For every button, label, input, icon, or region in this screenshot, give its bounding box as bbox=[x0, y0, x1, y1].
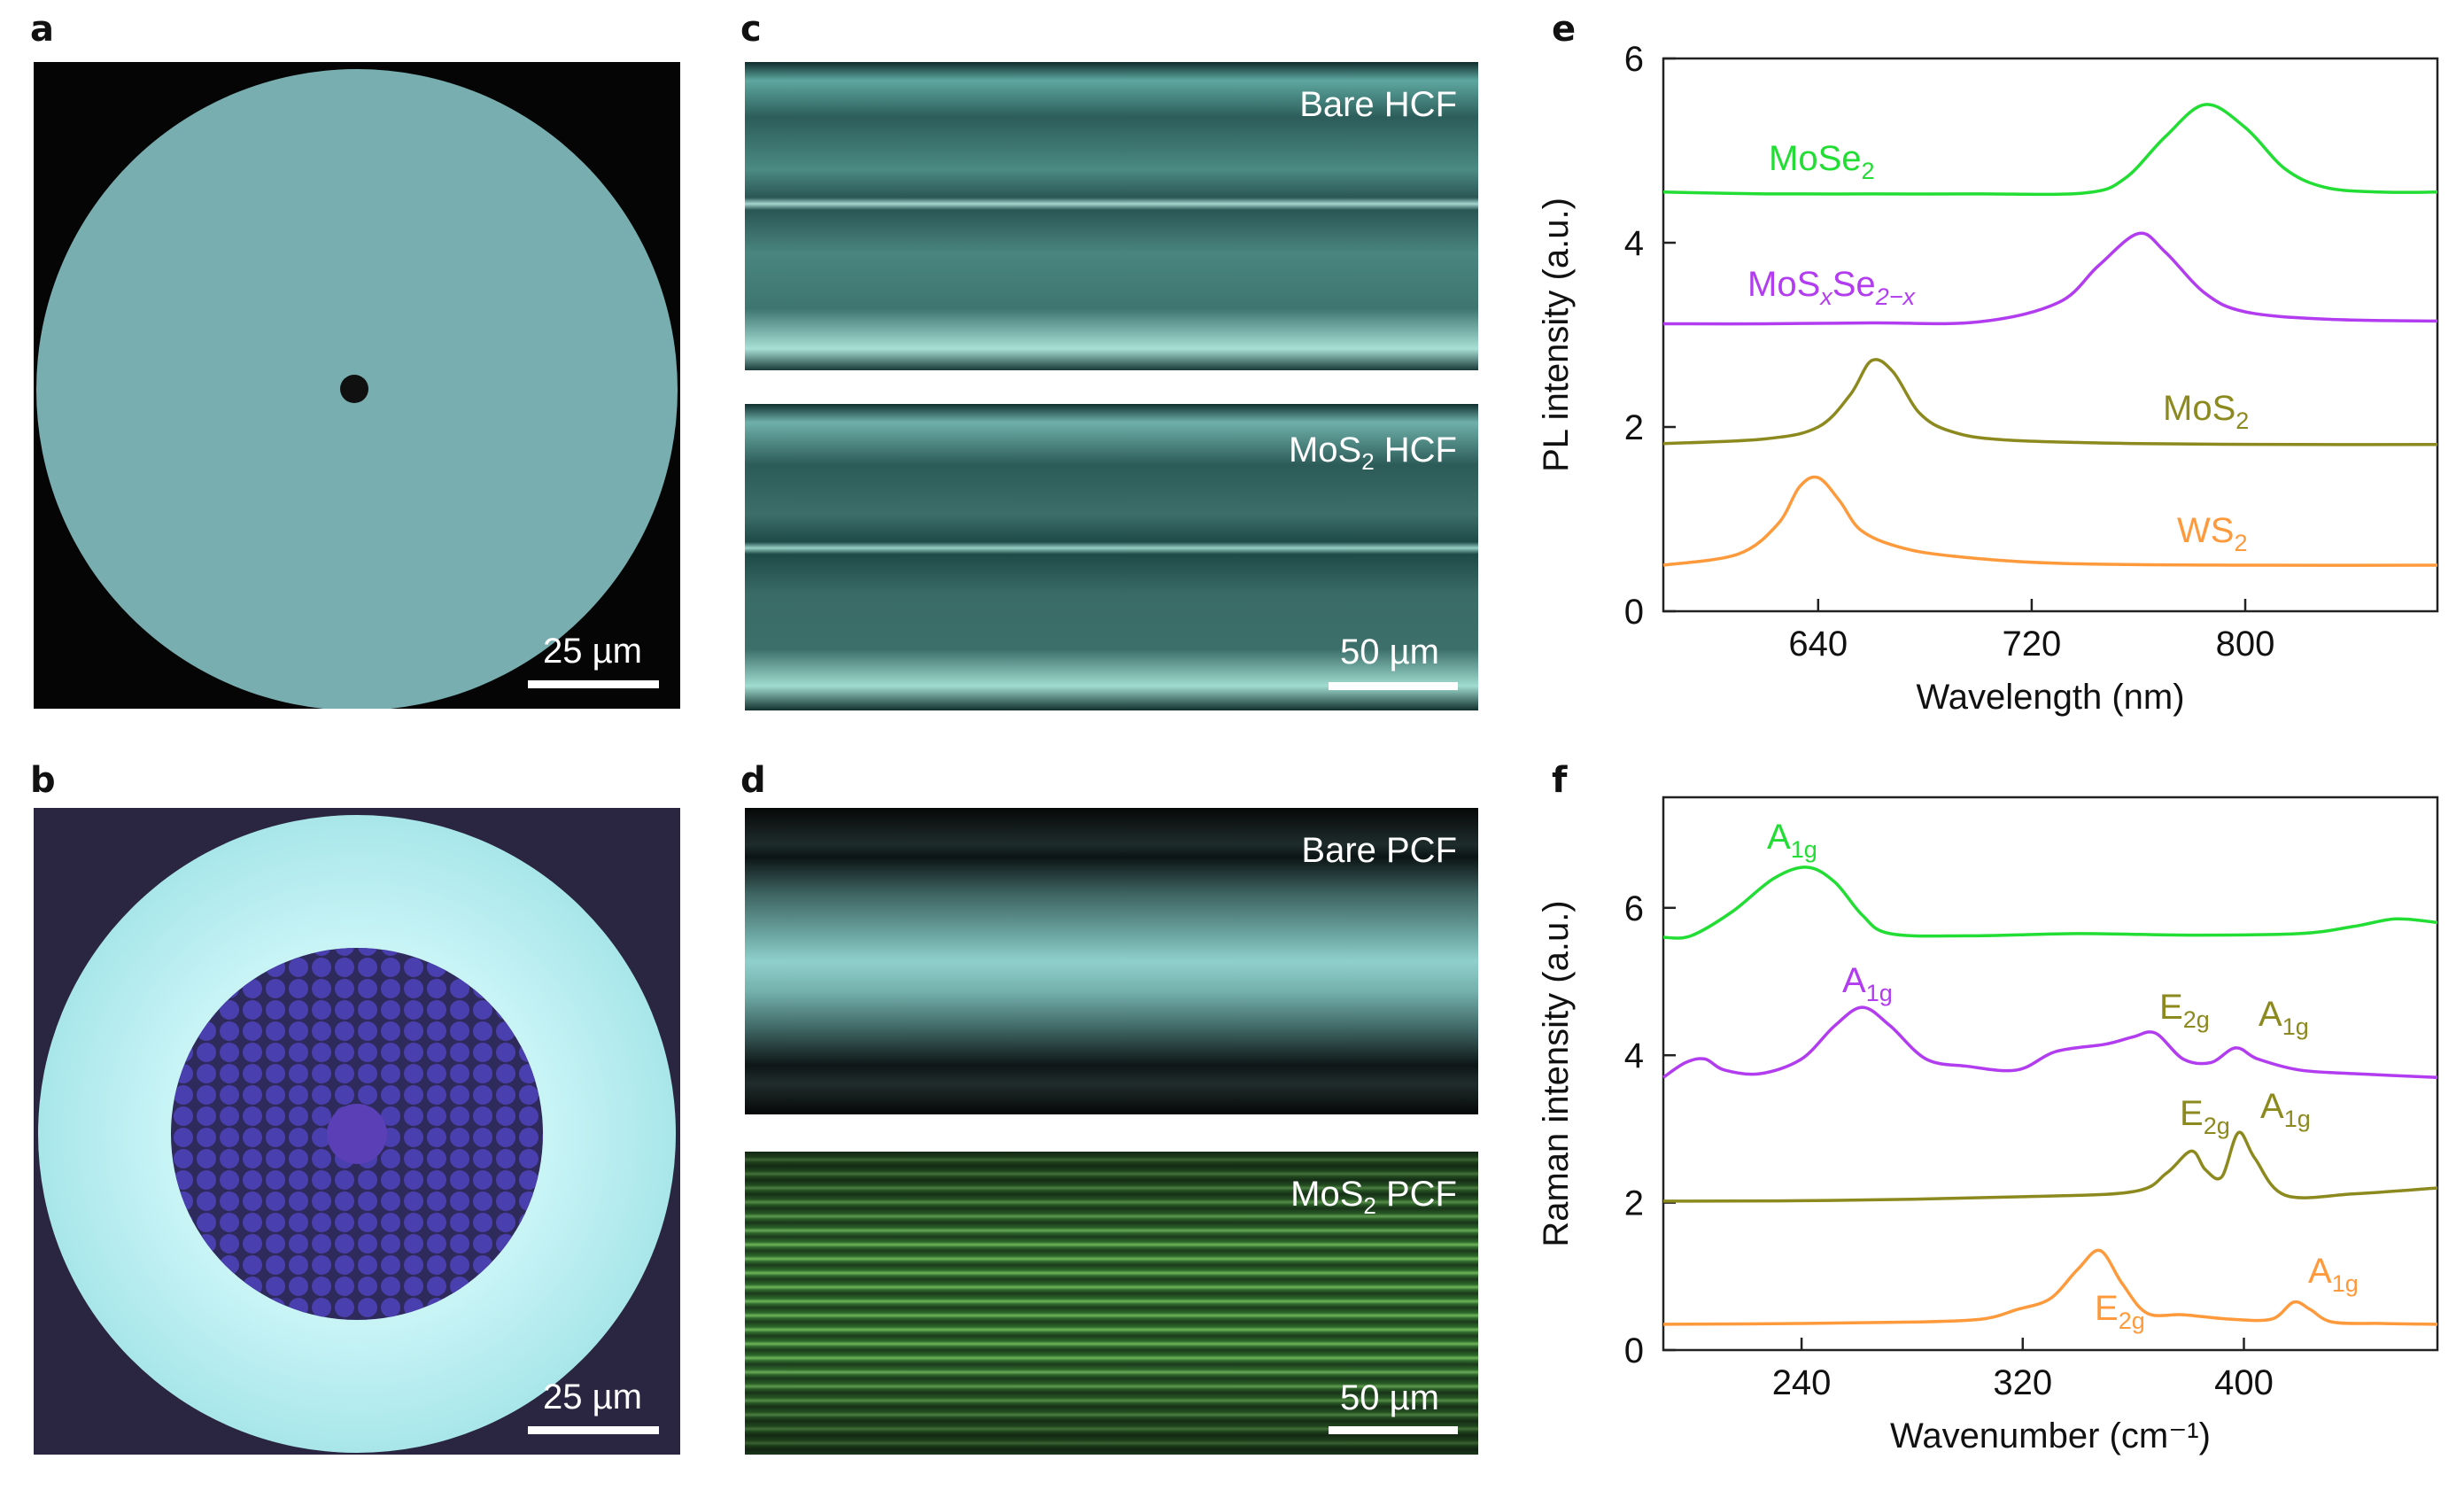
chart-e-xlabel: Wavelength (nm) bbox=[1916, 678, 2184, 717]
chart-e-xtick-label-1: 720 bbox=[2003, 625, 2062, 664]
chart-e-label-mose2-part-1: 2 bbox=[1862, 158, 1875, 184]
chart-e-label-mosxse2x: MoSxSe2−x bbox=[1747, 265, 1916, 310]
micrograph-hcf-cross-section: 25 µm bbox=[34, 62, 680, 709]
scalebar-label-a: 25 µm bbox=[543, 632, 642, 671]
chart-e-label-mos2: MoS2 bbox=[2163, 389, 2249, 434]
chart-e-label-mos2-part-0: MoS bbox=[2163, 389, 2235, 428]
scalebar-label-c: 50 µm bbox=[1340, 633, 1439, 671]
chart-e-ylabel: PL intensity (a.u.) bbox=[1537, 198, 1576, 472]
mos2-hcf-label: MoS2 HCF bbox=[1289, 431, 1457, 476]
chart-e-label-mosxse2x-part-1: x bbox=[1818, 283, 1833, 310]
micrograph-mos2-pcf: MoS2 PCF 50 µm bbox=[745, 1152, 1478, 1455]
chart-e-label-mosxse2x-part-0: MoS bbox=[1747, 265, 1820, 304]
scalebar-label-b: 25 µm bbox=[543, 1378, 642, 1417]
panel-label-f: f bbox=[1552, 760, 1568, 801]
chart-e-ytick-label-0: 0 bbox=[1624, 593, 1644, 632]
mos2-pcf-label-main: MoS bbox=[1290, 1175, 1364, 1214]
mos2-pcf-label-tail: PCF bbox=[1375, 1175, 1457, 1214]
panel-label-c: c bbox=[740, 9, 762, 50]
chart-e-series-WS2 bbox=[1662, 475, 2438, 567]
chart-e-ytick-label-1: 2 bbox=[1624, 408, 1644, 447]
pcf-core bbox=[327, 1104, 387, 1164]
chart-e-series-MoSxSe2-x bbox=[1662, 231, 2438, 326]
mos2-hcf-label-tail: HCF bbox=[1374, 431, 1457, 470]
scalebar-c bbox=[1329, 682, 1458, 690]
chart-e-label-ws2: WS2 bbox=[2177, 511, 2247, 556]
mos2-hcf-label-main: MoS bbox=[1288, 431, 1362, 470]
scalebar-label-d: 50 µm bbox=[1340, 1378, 1439, 1417]
scalebar-b bbox=[528, 1426, 659, 1434]
pcf-cross-section-drawing bbox=[38, 815, 676, 1453]
chart-e-ytick-label-3: 6 bbox=[1624, 40, 1644, 79]
mos2-hcf-label-sub: 2 bbox=[1361, 448, 1375, 475]
panel-label-b: b bbox=[30, 760, 56, 801]
panel-label-a: a bbox=[30, 9, 54, 50]
mos2-pcf-label-sub: 2 bbox=[1363, 1192, 1376, 1219]
chart-e-xtick-label-0: 640 bbox=[1788, 625, 1848, 664]
chart-e-label-ws2-part-0: WS bbox=[2177, 511, 2234, 550]
panel-label-d: d bbox=[740, 760, 766, 801]
bare-pcf-label: Bare PCF bbox=[1301, 831, 1457, 870]
micrograph-bare-pcf: Bare PCF bbox=[745, 808, 1478, 1114]
chart-e-label-ws2-part-1: 2 bbox=[2234, 530, 2247, 556]
scalebar-a bbox=[528, 680, 659, 688]
chart-e-label-mos2-part-1: 2 bbox=[2235, 407, 2249, 434]
chart-e-series-MoSe2 bbox=[1662, 103, 2438, 197]
chart-e-ytick-label-2: 4 bbox=[1624, 224, 1644, 263]
micrograph-mos2-hcf: MoS2 HCF 50 µm bbox=[745, 404, 1478, 710]
chart-e-axes-frame bbox=[1662, 57, 2439, 613]
chart-e-series-MoS2 bbox=[1662, 358, 2438, 446]
chart-e-xtick-label-2: 800 bbox=[2216, 625, 2275, 664]
mos2-pcf-label: MoS2 PCF bbox=[1290, 1175, 1457, 1220]
bare-hcf-label: Bare HCF bbox=[1299, 85, 1457, 124]
chart-e-label-mosxse2x-part-2: Se bbox=[1833, 265, 1876, 304]
chart-e-label-mose2-part-0: MoSe bbox=[1769, 139, 1862, 178]
panel-label-e: e bbox=[1552, 9, 1577, 50]
chart-e-label-mosxse2x-part-3: 2−x bbox=[1875, 283, 1917, 310]
scalebar-d bbox=[1329, 1426, 1458, 1434]
micrograph-pcf-cross-section: 25 µm bbox=[34, 808, 680, 1455]
hcf-cross-section-drawing bbox=[36, 69, 678, 709]
mos2-pcf-shading bbox=[745, 1152, 1478, 1455]
hollow-core bbox=[340, 375, 368, 403]
chart-e-label-mose2: MoSe2 bbox=[1769, 139, 1875, 184]
micrograph-bare-hcf: Bare HCF bbox=[745, 62, 1478, 370]
